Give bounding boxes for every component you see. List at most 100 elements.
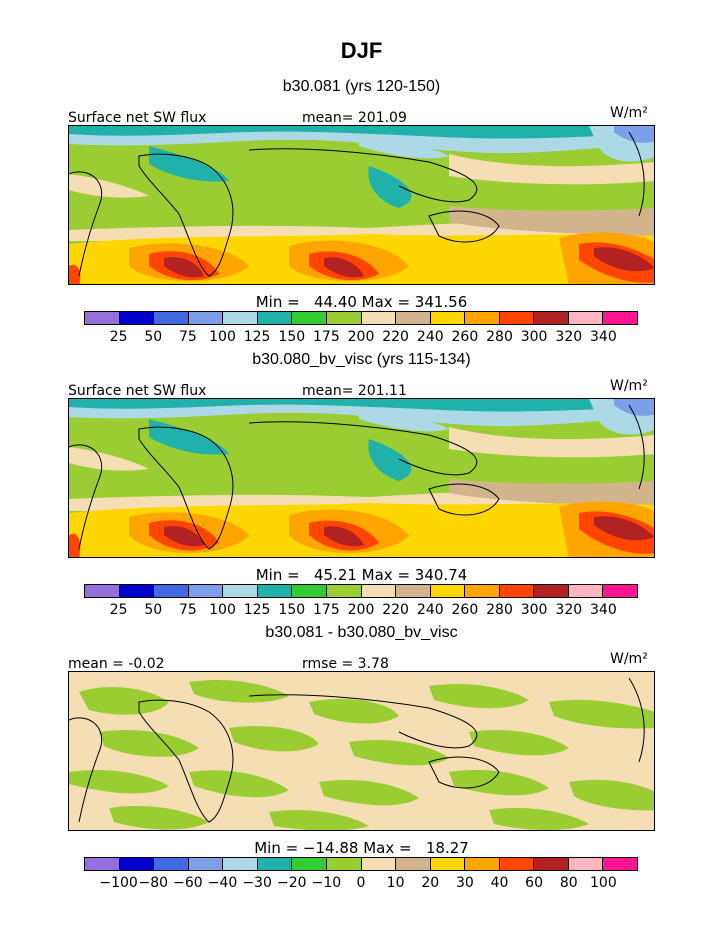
panel1-mean-label: mean= 201.09 [302, 110, 407, 126]
figure-title: DJF [340, 38, 383, 63]
panel2-variable-label: Surface net SW flux [68, 383, 207, 399]
panel2-subtitle: b30.080_bv_visc (yrs 115-134) [252, 351, 471, 368]
colorbar-tick-label: 300 [520, 329, 548, 345]
colorbar-tick-label: 340 [590, 329, 617, 345]
colorbar-tick-label: 100 [209, 329, 236, 345]
colorbar-tick-label: −40 [207, 875, 238, 891]
colorbar-box [499, 585, 535, 597]
colorbar-box [223, 858, 258, 870]
panel3-colorbar-ticks: −100 −80 −60 −40 −30 −20 −10 0 10 20 30 … [84, 875, 638, 891]
colorbar-tick-label: 75 [178, 329, 197, 345]
colorbar-box [292, 858, 327, 870]
colorbar-box [568, 312, 604, 324]
colorbar-tick-label: 40 [490, 875, 509, 891]
colorbar-tick-label: 0 [356, 875, 366, 891]
colorbar-box [534, 585, 569, 597]
colorbar-box [257, 858, 293, 870]
colorbar-tick-label: 150 [278, 329, 306, 345]
colorbar-box [361, 858, 397, 870]
colorbar-tick-label: 340 [590, 602, 617, 618]
colorbar-box [603, 312, 637, 324]
colorbar-tick-label: −60 [173, 875, 203, 891]
colorbar-box [154, 585, 189, 597]
colorbar-tick-label: 220 [382, 602, 409, 618]
colorbar-box [603, 585, 637, 597]
colorbar-box [188, 585, 224, 597]
colorbar-tick-label: 50 [144, 602, 163, 618]
colorbar-box [154, 858, 189, 870]
colorbar-tick-label: 320 [555, 602, 583, 618]
colorbar-box [119, 858, 155, 870]
colorbar-box [396, 585, 431, 597]
colorbar-tick-label: 320 [555, 329, 583, 345]
colorbar-tick-label: −30 [242, 875, 272, 891]
colorbar-box [361, 312, 397, 324]
panel3-units-label: W/m² [610, 651, 648, 667]
colorbar-tick-label: 300 [520, 602, 548, 618]
panel1-colorbar-ticks: 25 50 75 100 125 150 175 200 220 240 260… [84, 329, 638, 345]
panel2-units-label: W/m² [610, 378, 648, 394]
colorbar-box [396, 858, 431, 870]
colorbar-tick-label: 175 [313, 329, 340, 345]
colorbar-box [465, 312, 500, 324]
colorbar-box [568, 585, 604, 597]
colorbar-box [534, 312, 569, 324]
colorbar-tick-label: 280 [486, 329, 513, 345]
colorbar-box [430, 858, 466, 870]
panel2-minmax: Min = 45.21 Max = 340.74 [255, 566, 468, 584]
colorbar-tick-label: 25 [109, 329, 128, 345]
colorbar-box [223, 585, 258, 597]
colorbar-tick-label: 30 [455, 875, 474, 891]
colorbar-tick-label: −10 [311, 875, 342, 891]
colorbar-tick-label: 20 [421, 875, 440, 891]
colorbar-box [326, 585, 362, 597]
panel3-colorbar [84, 857, 638, 871]
colorbar-box [257, 312, 293, 324]
colorbar-box [119, 585, 155, 597]
colorbar-box [85, 585, 120, 597]
colorbar-box [223, 312, 258, 324]
colorbar-tick-label: −20 [277, 875, 307, 891]
colorbar-tick-label: 125 [243, 329, 271, 345]
colorbar-box [154, 312, 189, 324]
colorbar-box [188, 858, 224, 870]
colorbar-tick-label: 200 [347, 602, 375, 618]
colorbar-tick-label: 10 [386, 875, 405, 891]
colorbar-box [396, 312, 431, 324]
colorbar-box [603, 858, 637, 870]
panel2-colorbar-ticks: 25 50 75 100 125 150 175 200 220 240 260… [84, 602, 638, 618]
colorbar-box [568, 858, 604, 870]
colorbar-box [499, 858, 535, 870]
colorbar-tick-label: 175 [313, 602, 340, 618]
colorbar-box [292, 585, 327, 597]
panel3-mean-label: mean = -0.02 [68, 656, 165, 672]
colorbar-tick-label: −100 [99, 875, 138, 891]
colorbar-tick-label: 25 [109, 602, 128, 618]
panel3-subtitle: b30.081 - b30.080_bv_visc [265, 624, 458, 641]
panel2-colorbar [84, 584, 638, 598]
colorbar-tick-label: 125 [243, 602, 271, 618]
colorbar-box [326, 858, 362, 870]
panel1-subtitle: b30.081 (yrs 120-150) [282, 78, 441, 95]
colorbar-box [85, 312, 120, 324]
colorbar-tick-label: 60 [525, 875, 544, 891]
colorbar-tick-label: 240 [416, 602, 444, 618]
colorbar-box [292, 312, 327, 324]
colorbar-tick-label: 280 [486, 602, 513, 618]
colorbar-box [85, 858, 120, 870]
colorbar-box [534, 858, 569, 870]
colorbar-box [430, 312, 466, 324]
colorbar-tick-label: 150 [278, 602, 306, 618]
colorbar-box [465, 858, 500, 870]
colorbar-tick-label: 240 [416, 329, 444, 345]
panel1-units-label: W/m² [610, 105, 648, 121]
colorbar-box [188, 312, 224, 324]
colorbar-box [499, 312, 535, 324]
colorbar-tick-label: 100 [590, 875, 617, 891]
panel1-colorbar [84, 311, 638, 325]
panel2-mean-label: mean= 201.11 [302, 383, 407, 399]
colorbar-tick-label: 100 [209, 602, 236, 618]
colorbar-tick-label: 80 [559, 875, 578, 891]
colorbar-box [430, 585, 466, 597]
panel3-rmse-label: rmse = 3.78 [302, 656, 389, 672]
